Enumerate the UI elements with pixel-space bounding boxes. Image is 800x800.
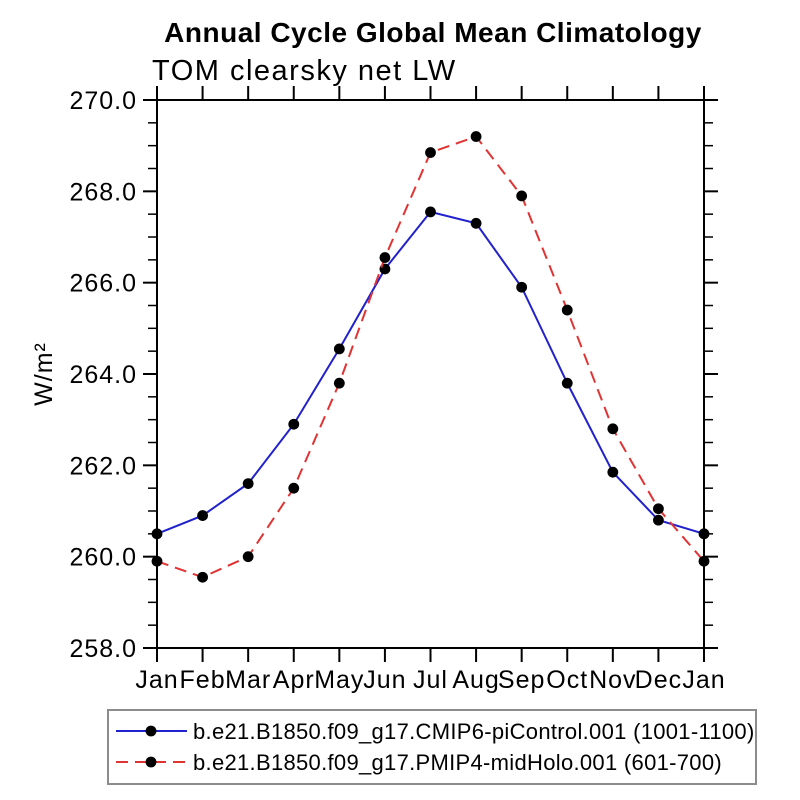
y-axis-label: 266.0 [69, 270, 137, 298]
data-point-marker [242, 551, 254, 563]
plot-frame [156, 99, 705, 649]
data-point-marker [425, 147, 436, 158]
chart-title: Annual Cycle Global Mean Climatology [164, 17, 702, 48]
data-point-marker [561, 377, 573, 389]
data-point-marker [151, 528, 163, 540]
data-point-marker [288, 482, 300, 494]
y-axis-label: 258.0 [69, 635, 137, 663]
x-axis-label: Apr [273, 666, 315, 694]
data-point-marker [470, 131, 482, 142]
x-axis-label: Oct [546, 666, 588, 694]
x-axis-label: May [314, 666, 364, 694]
x-axis-label: Feb [180, 666, 226, 694]
y-axis-label: 270.0 [69, 87, 137, 115]
data-point-marker [607, 423, 619, 435]
x-axis-label: Aug [452, 666, 499, 694]
data-point-marker [653, 503, 664, 515]
series-line [156, 210, 705, 535]
data-point-marker [561, 304, 573, 316]
data-point-marker [333, 377, 345, 389]
legend-label: b.e21.B1850.f09_g17.PMIP4-midHolo.001 (6… [193, 750, 722, 775]
legend-layer: b.e21.B1850.f09_g17.CMIP6-piControl.001 … [107, 709, 757, 785]
y-axis-label: 262.0 [69, 452, 137, 480]
data-point-marker [379, 252, 391, 263]
y-axis-label: 268.0 [69, 178, 137, 206]
data-point-marker [516, 281, 528, 293]
x-axis-label: Sep [498, 666, 545, 694]
y-axis-title: W/m² [30, 342, 58, 406]
x-axis-label: Mar [225, 666, 271, 694]
legend-box [107, 709, 757, 785]
series-layer [151, 131, 710, 583]
data-point-marker [516, 190, 528, 202]
legend-marker [145, 725, 157, 737]
data-point-marker [197, 510, 208, 521]
data-point-marker [197, 571, 208, 583]
data-point-marker [288, 418, 300, 430]
y-axis-label: 260.0 [69, 544, 137, 572]
x-axis-label: Jan [682, 666, 725, 694]
legend-marker [145, 756, 157, 768]
data-point-marker [698, 555, 710, 567]
data-point-marker [653, 514, 664, 526]
x-axis-label: Nov [589, 666, 636, 694]
y-axis-label: 264.0 [69, 361, 137, 389]
series-line [156, 135, 705, 579]
chart-subtitle: TOM clearsky net LW [152, 55, 457, 87]
legend-label: b.e21.B1850.f09_g17.CMIP6-piControl.001 … [193, 719, 755, 744]
data-point-marker [333, 343, 345, 355]
data-point-marker [242, 478, 254, 489]
x-axis-label: Jul [413, 666, 448, 694]
x-axis-label: Jun [363, 666, 406, 694]
data-point-marker [698, 528, 710, 540]
data-point-marker [151, 555, 163, 567]
data-point-marker [425, 206, 436, 218]
data-point-marker [607, 466, 619, 478]
x-axis-label: Dec [635, 666, 682, 694]
x-axis-label: Jan [135, 666, 178, 694]
data-point-marker [470, 217, 482, 229]
